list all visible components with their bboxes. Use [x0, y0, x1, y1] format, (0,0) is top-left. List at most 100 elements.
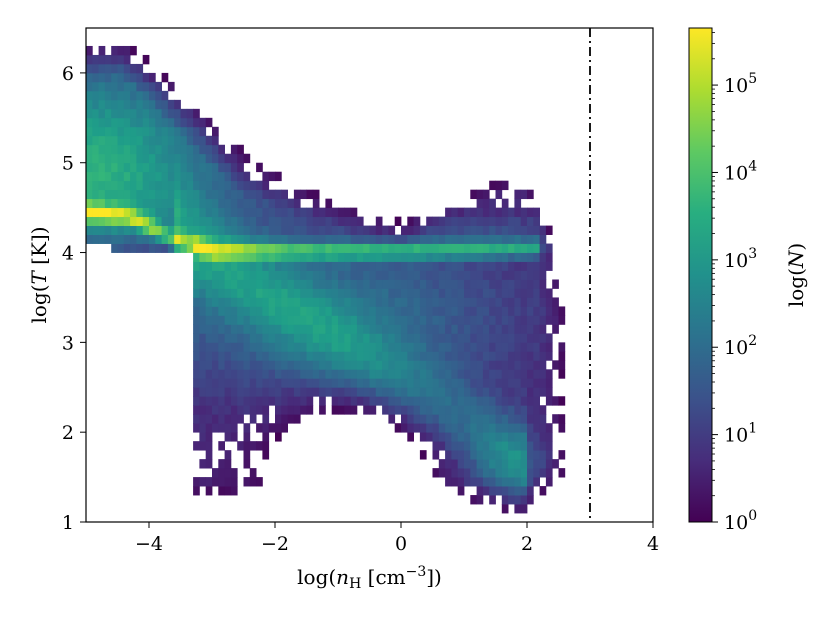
heatmap-cell — [413, 378, 421, 388]
heatmap-cell — [527, 216, 534, 226]
heatmap-cell — [86, 144, 93, 155]
heatmap-cell — [199, 378, 207, 388]
heatmap-cell — [407, 387, 414, 397]
heatmap-cell — [224, 216, 232, 226]
heatmap-cell — [212, 171, 219, 182]
heatmap-cell — [375, 324, 383, 334]
heatmap-cell — [527, 270, 534, 280]
heatmap-cell — [464, 243, 471, 253]
heatmap-cell — [356, 342, 364, 352]
heatmap-cell — [432, 279, 440, 289]
heatmap-cell — [319, 243, 326, 253]
heatmap-cell — [224, 396, 232, 406]
heatmap-cell — [470, 459, 477, 469]
heatmap-cell — [199, 135, 207, 146]
heatmap-cell — [514, 468, 522, 478]
heatmap-cell — [300, 378, 307, 388]
heatmap-cell — [92, 225, 99, 235]
heatmap-cell — [92, 189, 99, 200]
heatmap-cell — [230, 189, 238, 200]
heatmap-cell — [86, 108, 93, 119]
heatmap-cell — [205, 414, 213, 424]
heatmap-cell — [104, 225, 112, 235]
heatmap-cell — [199, 315, 207, 325]
heatmap-cell — [476, 288, 484, 298]
heatmap-cell — [300, 243, 307, 253]
heatmap-cell — [155, 225, 162, 235]
heatmap-cell — [514, 387, 522, 397]
heatmap-cell — [167, 126, 175, 137]
heatmap-cell — [464, 279, 471, 289]
heatmap-cell — [199, 126, 207, 137]
heatmap-cell — [520, 315, 528, 325]
heatmap-cell — [123, 162, 131, 173]
heatmap-cell — [508, 459, 515, 469]
heatmap-cell — [205, 189, 213, 200]
heatmap-cell — [237, 351, 244, 361]
heatmap-cell — [86, 99, 93, 110]
heatmap-cell — [123, 63, 131, 74]
heatmap-cell — [520, 450, 528, 460]
heatmap-cell — [142, 234, 150, 244]
heatmap-cell — [451, 387, 459, 397]
y-tick-label: 5 — [62, 153, 74, 175]
heatmap-cell — [199, 432, 207, 442]
heatmap-cell — [104, 81, 112, 92]
heatmap-cell — [457, 387, 465, 397]
heatmap-cell — [130, 225, 137, 235]
heatmap-cell — [419, 279, 427, 289]
colorbar-label: log(N) — [784, 243, 808, 307]
heatmap-cell — [464, 315, 471, 325]
heatmap-cell — [224, 198, 232, 209]
x-tick-label: 0 — [395, 533, 407, 555]
heatmap-cell — [501, 459, 509, 469]
heatmap-cell — [199, 225, 207, 235]
heatmap-cell — [545, 252, 553, 262]
heatmap-cell — [111, 162, 118, 173]
heatmap-cell — [533, 261, 540, 271]
heatmap-cell — [218, 405, 225, 415]
heatmap-cell — [218, 234, 225, 244]
heatmap-cell — [476, 315, 484, 325]
heatmap-cell — [401, 414, 408, 424]
heatmap-cell — [520, 216, 528, 226]
heatmap-cell — [476, 189, 484, 200]
heatmap-cell — [262, 216, 270, 226]
heatmap-cell — [476, 369, 484, 379]
heatmap-cell — [230, 396, 238, 406]
heatmap-cell — [293, 333, 301, 343]
heatmap-cell — [445, 306, 452, 316]
heatmap-cell — [539, 351, 547, 361]
heatmap-cell — [331, 351, 339, 361]
heatmap-cell — [539, 450, 547, 460]
heatmap-cell — [432, 468, 440, 478]
heatmap-cell — [193, 360, 200, 370]
heatmap-cell — [174, 225, 181, 235]
heatmap-cell — [338, 207, 345, 218]
heatmap-cell — [539, 414, 547, 424]
heatmap-cell — [508, 252, 515, 262]
heatmap-cell — [319, 378, 326, 388]
heatmap-cell — [193, 180, 200, 191]
heatmap-cell — [451, 405, 459, 415]
heatmap-cell — [155, 117, 162, 128]
heatmap-cell — [451, 459, 459, 469]
heatmap-cell — [527, 207, 534, 218]
heatmap-cell — [155, 153, 162, 164]
heatmap-cell — [130, 126, 137, 137]
heatmap-cell — [325, 216, 333, 226]
heatmap-cell — [495, 486, 503, 496]
heatmap-cell — [142, 180, 150, 191]
heatmap-cell — [237, 297, 244, 307]
heatmap-cell — [388, 333, 396, 343]
heatmap-cell — [205, 486, 213, 496]
heatmap-cell — [520, 252, 528, 262]
heatmap-cell — [356, 324, 364, 334]
heatmap-cell — [243, 198, 251, 209]
heatmap-cell — [419, 270, 427, 280]
heatmap-cell — [426, 405, 433, 415]
heatmap-cell — [558, 315, 566, 325]
heatmap-cell — [224, 486, 232, 496]
heatmap-cell — [92, 90, 99, 101]
heatmap-cell — [130, 198, 137, 209]
